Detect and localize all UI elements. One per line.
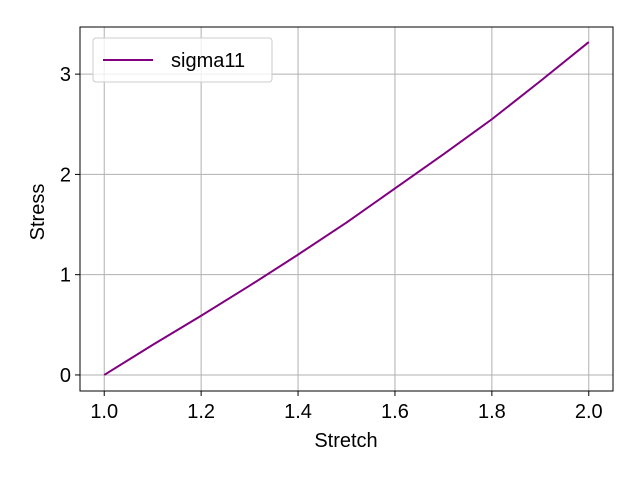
y-tick-label: 0 bbox=[60, 365, 71, 387]
ticks: 1.0 1.2 1.4 1.6 1.8 2.0 0 1 2 3 bbox=[60, 64, 603, 423]
legend: sigma11 bbox=[92, 37, 273, 83]
y-axis-label: Stress bbox=[27, 184, 49, 241]
series-layer bbox=[103, 41, 590, 376]
series-line-sigma11 bbox=[103, 41, 590, 376]
x-tick-label: 1.0 bbox=[90, 401, 118, 423]
x-tick-label: 1.6 bbox=[381, 401, 409, 423]
grid bbox=[80, 27, 613, 391]
x-tick-label: 2.0 bbox=[575, 401, 603, 423]
x-axis-label: Stretch bbox=[314, 430, 377, 452]
y-tick-label: 3 bbox=[60, 64, 71, 86]
legend-box bbox=[92, 37, 273, 83]
legend-label-sigma11: sigma11 bbox=[171, 50, 245, 72]
x-tick-label: 1.8 bbox=[478, 401, 506, 423]
plot-area-frame bbox=[79, 26, 614, 392]
y-tick-label: 2 bbox=[60, 164, 71, 186]
x-tick-label: 1.2 bbox=[187, 401, 215, 423]
x-tick-label: 1.4 bbox=[284, 401, 312, 423]
y-tick-label: 1 bbox=[60, 265, 71, 287]
